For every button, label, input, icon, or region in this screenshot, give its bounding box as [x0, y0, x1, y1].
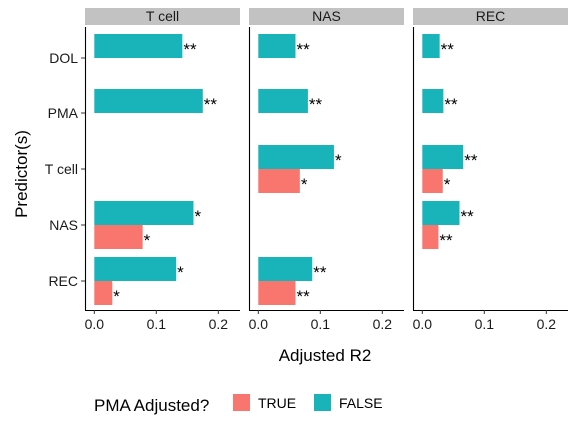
x-tick-label: 0.1: [147, 316, 167, 332]
x-tick-label: 0.0: [249, 316, 269, 332]
significance-label: **: [309, 95, 323, 114]
significance-label: **: [313, 263, 327, 282]
legend-label-false: FALSE: [339, 395, 383, 411]
significance-label: **: [461, 207, 475, 226]
significance-label: **: [204, 95, 218, 114]
facet-strip-label: NAS: [312, 8, 341, 24]
bar-t-cell-rec-false: [94, 257, 177, 281]
significance-label: *: [113, 287, 120, 306]
x-tick-label: 0.0: [413, 316, 433, 332]
x-tick-label: 0.2: [373, 316, 393, 332]
significance-label: *: [177, 263, 184, 282]
facet-strip-label: REC: [476, 8, 506, 24]
bar-nas-t-cell-true: [258, 169, 300, 193]
x-tick-label: 0.0: [85, 316, 105, 332]
panel-rec: REC***********0.0 0.1 0.2: [413, 8, 568, 332]
x-tick-label: 0.1: [475, 316, 495, 332]
bar-rec-pma-false: [422, 89, 444, 113]
bar-nas-rec-false: [258, 257, 313, 281]
significance-label: **: [183, 40, 197, 59]
y-tick-label: T cell: [45, 161, 78, 177]
x-tick-label: 0.2: [537, 316, 557, 332]
y-axis: DOL PMA T cell NAS REC: [45, 50, 85, 289]
legend-title: PMA Adjusted?: [94, 396, 209, 415]
significance-label: **: [297, 40, 311, 59]
panel-t-cell: T cell********0.0 0.1 0.2: [85, 8, 240, 332]
legend-key-false: [314, 394, 331, 411]
bar-t-cell-dol-false: [94, 34, 183, 58]
facet-strip: [85, 8, 240, 25]
x-tick-label: 0.1: [311, 316, 331, 332]
significance-label: **: [444, 95, 458, 114]
facet-strip: [413, 8, 568, 25]
y-tick-label: DOL: [49, 50, 78, 66]
bar-t-cell-pma-false: [94, 89, 203, 113]
bar-nas-dol-false: [258, 34, 296, 58]
significance-label: *: [144, 231, 151, 250]
legend-label-true: TRUE: [258, 395, 296, 411]
panel-nas: NAS**********0.0 0.1 0.2: [249, 8, 404, 332]
legend: PMA Adjusted? TRUE FALSE: [94, 394, 383, 415]
bar-rec-nas-false: [422, 201, 460, 225]
y-tick-label: REC: [48, 273, 78, 289]
y-tick-label: PMA: [48, 105, 79, 121]
significance-label: *: [444, 175, 451, 194]
bar-rec-t-cell-true: [422, 169, 443, 193]
significance-label: *: [195, 207, 202, 226]
bar-rec-t-cell-false: [422, 145, 464, 169]
bar-rec-dol-false: [422, 34, 440, 58]
bar-t-cell-nas-false: [94, 201, 194, 225]
significance-label: **: [464, 151, 478, 170]
significance-label: *: [301, 175, 308, 194]
bar-rec-nas-true: [422, 225, 439, 249]
bar-t-cell-rec-true: [94, 281, 113, 305]
significance-label: **: [297, 287, 311, 306]
legend-key-true: [233, 394, 250, 411]
facet-strip: [249, 8, 404, 25]
bar-nas-pma-false: [258, 89, 308, 113]
facet-strip-label: T cell: [146, 8, 179, 24]
y-tick-label: NAS: [49, 217, 78, 233]
x-axis-title: Adjusted R2: [279, 346, 372, 365]
significance-label: *: [335, 151, 342, 170]
y-axis-title: Predictor(s): [12, 130, 31, 218]
bar-t-cell-nas-true: [94, 225, 143, 249]
bar-nas-rec-true: [258, 281, 296, 305]
bar-nas-t-cell-false: [258, 145, 334, 169]
significance-label: **: [439, 231, 453, 250]
x-tick-label: 0.2: [209, 316, 229, 332]
significance-label: **: [441, 40, 455, 59]
